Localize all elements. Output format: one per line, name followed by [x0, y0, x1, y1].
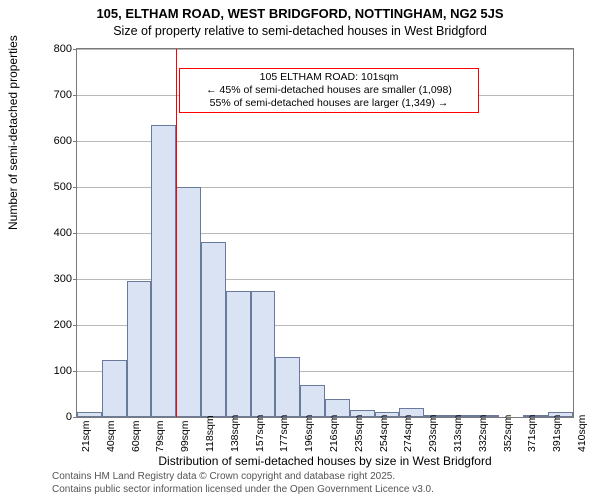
x-tick-label: 254sqm — [378, 415, 390, 452]
x-tick-label: 138sqm — [229, 415, 241, 452]
y-tick-label: 100 — [32, 365, 72, 377]
y-tick-mark — [73, 187, 77, 188]
y-tick-label: 200 — [32, 319, 72, 331]
y-tick-label: 700 — [32, 89, 72, 101]
x-tick-label: 313sqm — [452, 415, 464, 452]
histogram-bar — [77, 412, 102, 417]
y-tick-label: 0 — [32, 411, 72, 423]
y-tick-label: 300 — [32, 273, 72, 285]
y-tick-label: 600 — [32, 135, 72, 147]
x-tick-label: 79sqm — [154, 420, 166, 452]
x-tick-label: 410sqm — [576, 415, 588, 452]
y-tick-mark — [73, 233, 77, 234]
y-gridline — [77, 49, 573, 50]
annotation-line: 105 ELTHAM ROAD: 101sqm — [184, 71, 474, 84]
x-tick-label: 177sqm — [278, 415, 290, 452]
annotation-line: ← 45% of semi-detached houses are smalle… — [184, 84, 474, 97]
histogram-bar — [176, 187, 201, 417]
footer-line-1: Contains HM Land Registry data © Crown c… — [52, 471, 434, 484]
x-tick-label: 60sqm — [130, 420, 142, 452]
histogram-bar — [275, 357, 300, 417]
x-tick-label: 352sqm — [502, 415, 514, 452]
y-tick-mark — [73, 417, 77, 418]
x-tick-label: 40sqm — [105, 420, 117, 452]
y-tick-mark — [73, 141, 77, 142]
x-axis-label: Distribution of semi-detached houses by … — [76, 454, 574, 468]
histogram-bar — [127, 281, 152, 417]
histogram-bar — [226, 291, 251, 418]
x-tick-label: 118sqm — [204, 415, 216, 452]
x-tick-label: 235sqm — [353, 415, 365, 452]
histogram-bar — [102, 360, 127, 418]
y-tick-mark — [73, 49, 77, 50]
x-tick-label: 293sqm — [427, 415, 439, 452]
y-tick-mark — [73, 325, 77, 326]
x-tick-label: 216sqm — [328, 415, 340, 452]
property-marker-line — [176, 49, 177, 417]
x-tick-label: 371sqm — [526, 415, 538, 452]
x-tick-label: 196sqm — [303, 415, 315, 452]
chart-title-sub: Size of property relative to semi-detach… — [0, 24, 600, 38]
y-tick-mark — [73, 371, 77, 372]
y-tick-mark — [73, 279, 77, 280]
x-tick-label: 157sqm — [254, 415, 266, 452]
annotation-callout: 105 ELTHAM ROAD: 101sqm← 45% of semi-det… — [179, 68, 479, 113]
y-tick-label: 400 — [32, 227, 72, 239]
x-tick-label: 99sqm — [179, 420, 191, 452]
histogram-bar — [151, 125, 176, 417]
y-tick-mark — [73, 95, 77, 96]
histogram-bar — [251, 291, 276, 418]
chart-title-main: 105, ELTHAM ROAD, WEST BRIDGFORD, NOTTIN… — [0, 6, 600, 21]
footer-line-2: Contains public sector information licen… — [52, 484, 434, 497]
x-tick-label: 274sqm — [402, 415, 414, 452]
histogram-bar — [201, 242, 226, 417]
x-tick-label: 21sqm — [80, 420, 92, 452]
x-tick-label: 332sqm — [477, 415, 489, 452]
y-tick-label: 500 — [32, 181, 72, 193]
y-tick-label: 800 — [32, 43, 72, 55]
annotation-line: 55% of semi-detached houses are larger (… — [184, 97, 474, 110]
x-tick-label: 391sqm — [551, 415, 563, 452]
histogram-bar — [300, 385, 325, 417]
y-axis-label: Number of semi-detached properties — [6, 35, 20, 230]
footer-attribution: Contains HM Land Registry data © Crown c… — [52, 471, 434, 496]
